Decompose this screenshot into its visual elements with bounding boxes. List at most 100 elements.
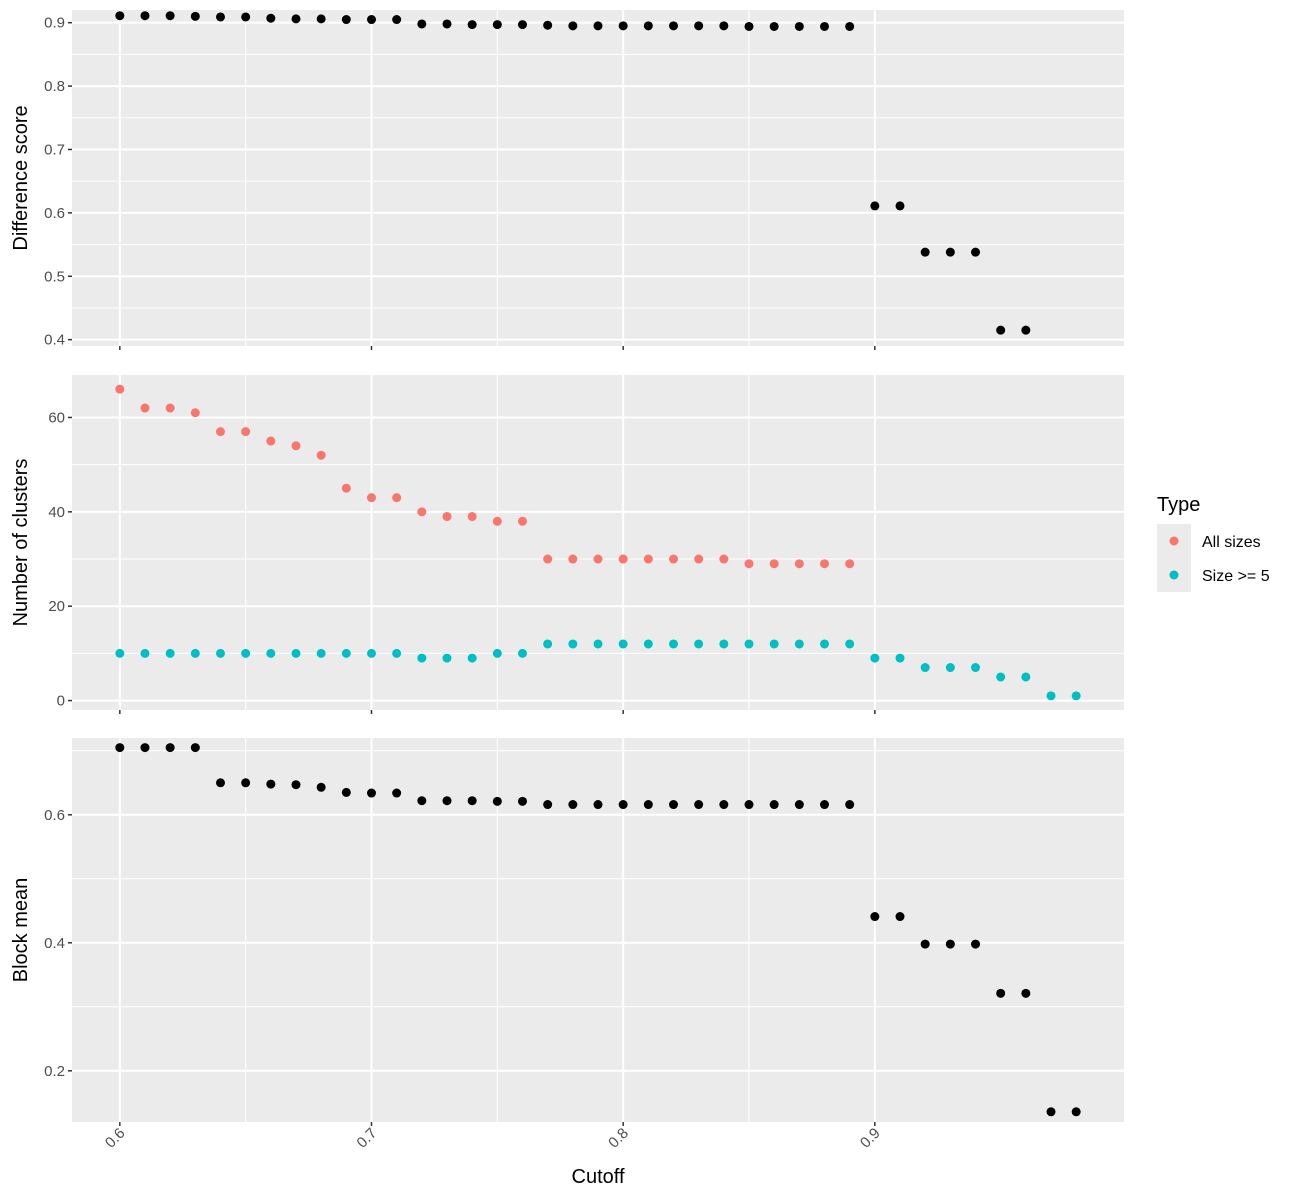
- data-point: [744, 21, 754, 31]
- data-point: [694, 554, 704, 564]
- data-point: [442, 512, 452, 522]
- y-tick-label: 20: [48, 598, 65, 615]
- data-point: [1021, 325, 1031, 335]
- data-point: [543, 20, 553, 30]
- data-point: [568, 554, 578, 564]
- data-point: [492, 648, 502, 658]
- data-point: [316, 450, 326, 460]
- data-point: [266, 648, 276, 658]
- data-point: [719, 639, 729, 649]
- x-tick-label: 0.7: [354, 1125, 381, 1152]
- y-tick-label: 40: [48, 504, 65, 521]
- data-point: [996, 325, 1006, 335]
- data-point: [165, 743, 175, 753]
- panel-background: [72, 10, 1124, 346]
- y-axis-title: Number of clusters: [10, 459, 32, 627]
- data-point: [392, 788, 402, 798]
- data-point: [769, 21, 779, 31]
- data-point: [341, 15, 351, 25]
- data-point: [417, 507, 427, 517]
- data-point: [845, 639, 855, 649]
- x-tick-label: 0.6: [102, 1125, 129, 1152]
- y-tick-label: 0.9: [44, 15, 65, 32]
- data-point: [820, 800, 830, 810]
- data-point: [996, 988, 1006, 998]
- data-point: [719, 800, 729, 810]
- data-point: [266, 436, 276, 446]
- y-tick-label: 0.8: [44, 78, 65, 95]
- data-point: [291, 14, 301, 24]
- data-point: [190, 743, 200, 753]
- data-point: [870, 912, 880, 922]
- data-point: [266, 13, 276, 23]
- y-tick-label: 0.7: [44, 141, 65, 158]
- data-point: [820, 639, 830, 649]
- data-point: [467, 796, 477, 806]
- panel-2: 0 20 40 60 Number of clusters: [10, 375, 1124, 714]
- data-point: [517, 20, 527, 30]
- data-point: [517, 516, 527, 526]
- data-point: [241, 778, 251, 788]
- y-tick-label: 0.6: [44, 205, 65, 222]
- x-axis-title: Cutoff: [572, 1166, 625, 1188]
- data-point: [568, 21, 578, 31]
- panel-1: 0.4 0.5 0.6 0.7 0.8 0.9 Difference score: [10, 10, 1124, 350]
- data-point: [769, 559, 779, 569]
- panel-background: [72, 738, 1124, 1122]
- data-point: [820, 21, 830, 31]
- data-point: [870, 201, 880, 211]
- data-point: [115, 11, 125, 21]
- data-point: [417, 653, 427, 663]
- data-point: [744, 639, 754, 649]
- data-point: [895, 653, 905, 663]
- legend-label-all-sizes: All sizes: [1202, 534, 1261, 551]
- data-point: [845, 21, 855, 31]
- data-point: [845, 559, 855, 569]
- data-point: [215, 12, 225, 22]
- data-point: [618, 639, 628, 649]
- panels-layer: 0.4 0.5 0.6 0.7 0.8 0.9 Difference score 0 20 40 6…: [10, 10, 1124, 1152]
- data-point: [568, 800, 578, 810]
- data-point: [669, 554, 679, 564]
- data-point: [190, 408, 200, 418]
- data-point: [543, 554, 553, 564]
- data-point: [945, 247, 955, 257]
- data-point: [165, 11, 175, 21]
- data-point: [744, 559, 754, 569]
- y-tick-label: 0.6: [44, 807, 65, 824]
- series-2: [115, 639, 1081, 701]
- series-1: [115, 384, 855, 569]
- data-point: [341, 483, 351, 493]
- data-point: [920, 663, 930, 673]
- data-point: [794, 21, 804, 31]
- data-point: [618, 554, 628, 564]
- y-tick-label: 0: [57, 693, 65, 710]
- data-point: [1021, 988, 1031, 998]
- data-point: [1021, 672, 1031, 682]
- data-point: [341, 648, 351, 658]
- data-point: [366, 493, 376, 503]
- data-point: [794, 559, 804, 569]
- legend-label-size-ge-5: Size >= 5: [1202, 568, 1270, 585]
- data-point: [215, 648, 225, 658]
- data-point: [266, 779, 276, 789]
- data-point: [543, 639, 553, 649]
- data-point: [517, 648, 527, 658]
- data-point: [568, 639, 578, 649]
- data-point: [215, 427, 225, 437]
- data-point: [316, 782, 326, 792]
- y-tick-label: 0.4: [44, 332, 65, 349]
- data-point: [1071, 691, 1081, 701]
- data-point: [895, 912, 905, 922]
- data-point: [140, 743, 150, 753]
- legend-title: Type: [1157, 494, 1200, 516]
- data-point: [1046, 1107, 1056, 1117]
- legend-key-all-sizes: [1169, 536, 1179, 546]
- y-axis-title: Block mean: [10, 878, 32, 983]
- data-point: [291, 780, 301, 790]
- data-point: [492, 20, 502, 30]
- data-point: [920, 939, 930, 949]
- data-point: [769, 800, 779, 810]
- legend-key-size-ge-5: [1169, 570, 1179, 580]
